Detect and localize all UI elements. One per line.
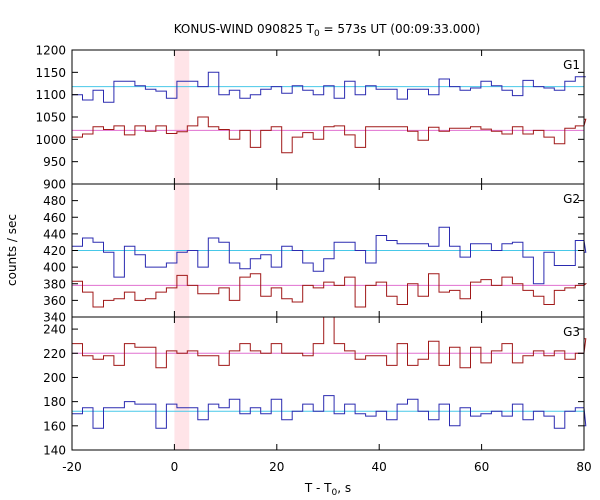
series-upper-g2 <box>72 226 587 285</box>
y-tick-label: 420 <box>43 244 66 258</box>
y-tick-label: 400 <box>43 261 66 275</box>
series-lower-g2 <box>72 273 588 308</box>
series-lower-g1 <box>72 116 587 154</box>
highlight-band <box>174 50 190 184</box>
panel-frame <box>71 316 585 451</box>
x-tick-label: 0 <box>171 460 179 474</box>
y-tick-label: 1200 <box>35 44 66 58</box>
chart-title: KONUS-WIND 090825 T0 = 573s UT (00:09:33… <box>174 22 481 39</box>
y-tick-label: 220 <box>43 347 66 361</box>
y-tick-label: 460 <box>43 211 66 225</box>
y-tick-label: 200 <box>43 371 66 385</box>
y-tick-label: 480 <box>43 194 66 208</box>
y-tick-label: 1100 <box>35 88 66 102</box>
panel-label: G1 <box>563 58 580 72</box>
panel-g2: 340 360 380 400 420 440 460 480 G2 <box>43 183 588 325</box>
y-tick-label: 1150 <box>35 66 66 80</box>
x-axis-label-rest: , s <box>337 481 351 495</box>
x-axis-label-main: T - T <box>304 481 332 495</box>
chart-title-main: KONUS-WIND 090825 T <box>174 22 315 36</box>
y-tick-label: 380 <box>43 277 66 291</box>
y-tick-label: 160 <box>43 419 66 433</box>
y-tick-label: 180 <box>43 395 66 409</box>
y-tick-label: 900 <box>43 178 66 192</box>
x-axis-label: T - T0, s <box>304 481 351 498</box>
highlight-band <box>174 317 190 450</box>
y-tick-label: 1000 <box>35 133 66 147</box>
x-tick-label: -20 <box>62 460 82 474</box>
y-tick-label: 440 <box>43 227 66 241</box>
series-lower-g3 <box>72 316 587 369</box>
y-tick-label: 950 <box>43 155 66 169</box>
x-tick-label: 60 <box>474 460 489 474</box>
chart-title-rest: = 573s UT (00:09:33.000) <box>320 22 481 36</box>
panel-g3: 140 160 180 200 220 240 G3 <box>43 316 587 458</box>
y-tick-label: 240 <box>43 323 66 337</box>
y-tick-label: 360 <box>43 294 66 308</box>
y-tick-label: 140 <box>43 444 66 458</box>
y-axis-label: counts / sec <box>5 214 19 286</box>
panel-frame <box>71 49 585 185</box>
x-tick-label: 20 <box>269 460 284 474</box>
series-upper-g3 <box>72 395 587 429</box>
chart-title-sub: 0 <box>314 29 320 39</box>
x-tick-label: 80 <box>576 460 591 474</box>
panels: 900 950 1000 1050 1100 1150 1200 G1 340 360 380 400… <box>35 44 588 458</box>
panel-g1: 900 950 1000 1050 1100 1150 1200 G1 <box>35 44 587 192</box>
panel-label: G3 <box>563 325 580 339</box>
x-axis: -20 0 20 40 60 80 <box>62 460 591 474</box>
x-tick-label: 40 <box>372 460 387 474</box>
y-tick-label: 1050 <box>35 111 66 125</box>
y-tick-label: 340 <box>43 311 66 325</box>
x-axis-label-sub: 0 <box>332 488 338 498</box>
panel-label: G2 <box>563 192 580 206</box>
series-upper-g1 <box>72 71 586 103</box>
